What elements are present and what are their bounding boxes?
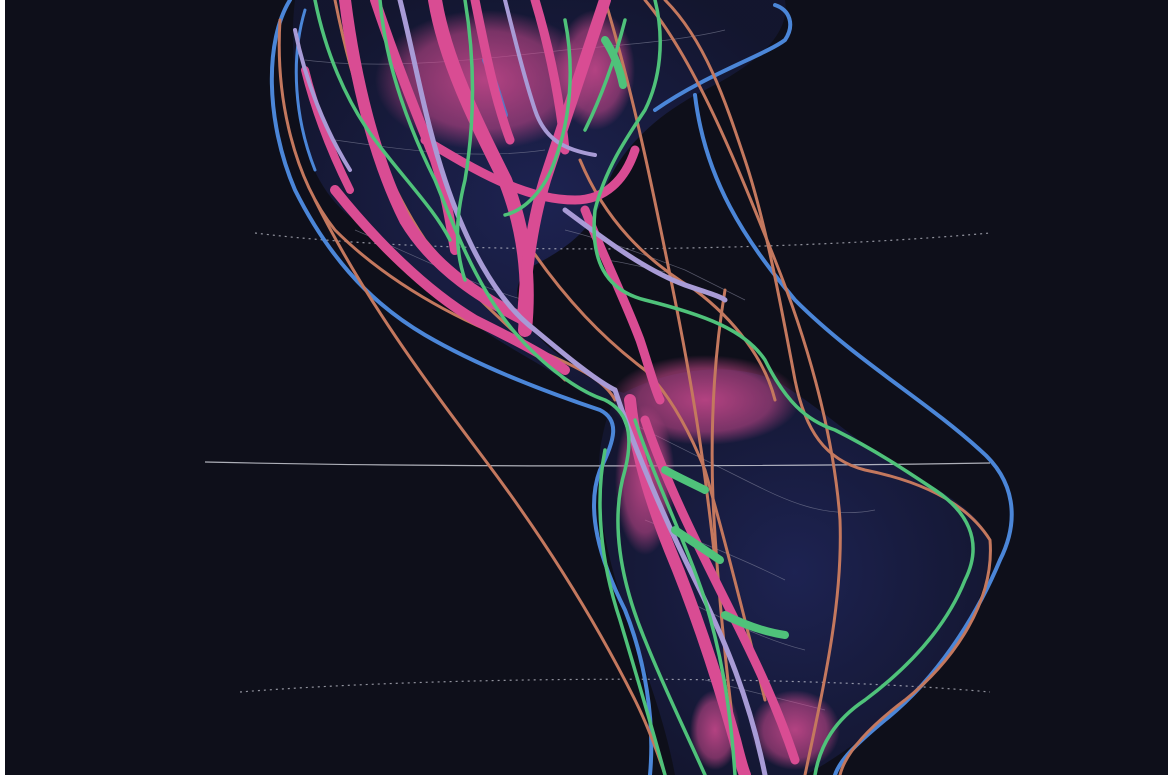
route-lavender-andes: [612, 387, 768, 775]
route-green-thick-segment-3: [721, 611, 789, 639]
route-green-thick-segment-1: [661, 466, 709, 494]
route-green-thick-segment-2: [671, 526, 724, 564]
route-green-east-coast: [592, 0, 975, 775]
route-lavender-east: [503, 0, 597, 157]
route-copper-inner-3: [710, 288, 737, 742]
route-green-central: [378, 0, 707, 775]
route-blue-atlantic-outer: [693, 93, 1014, 775]
route-blue-north-loop: [653, 3, 793, 112]
route-green-inner-2: [503, 18, 572, 217]
route-green-inner-3: [583, 18, 627, 132]
green-routes: [313, 0, 975, 775]
blue-routes: [269, 0, 1014, 775]
route-magenta-caribbean: [580, 205, 665, 405]
route-blue-pacific-outer: [269, 0, 654, 775]
migration-flow-map: [204, 0, 1014, 775]
route-copper-coastal: [663, 0, 992, 775]
route-blue-inner-west: [294, 8, 317, 172]
route-copper-west-coast: [277, 18, 617, 402]
route-copper-pacific-long: [313, 198, 667, 775]
route-green-andes-west: [598, 448, 667, 775]
route-green-west-a: [313, 0, 452, 242]
route-copper-atlantic-a: [643, 0, 842, 775]
route-magenta-mexico: [330, 185, 570, 375]
route-magenta-trunk-west: [339, 0, 531, 326]
route-green-andes-east: [633, 418, 737, 775]
route-lavender-west: [293, 28, 352, 172]
route-lavender-north: [397, 0, 618, 393]
map-viewport[interactable]: [5, 0, 1168, 775]
dotted-parallel-south: [239, 678, 991, 693]
route-magenta-branch-2: [470, 0, 515, 145]
route-copper-atlantic-b: [603, 0, 717, 562]
route-green-thick-segment-4: [601, 36, 627, 89]
south-america-land: [598, 369, 991, 775]
route-green-inner-1: [455, 0, 475, 282]
blob-north: [375, 10, 595, 150]
route-magenta-gulf: [420, 135, 640, 205]
route-copper-inner-2: [523, 238, 767, 702]
dotted-parallel-north: [254, 232, 991, 250]
